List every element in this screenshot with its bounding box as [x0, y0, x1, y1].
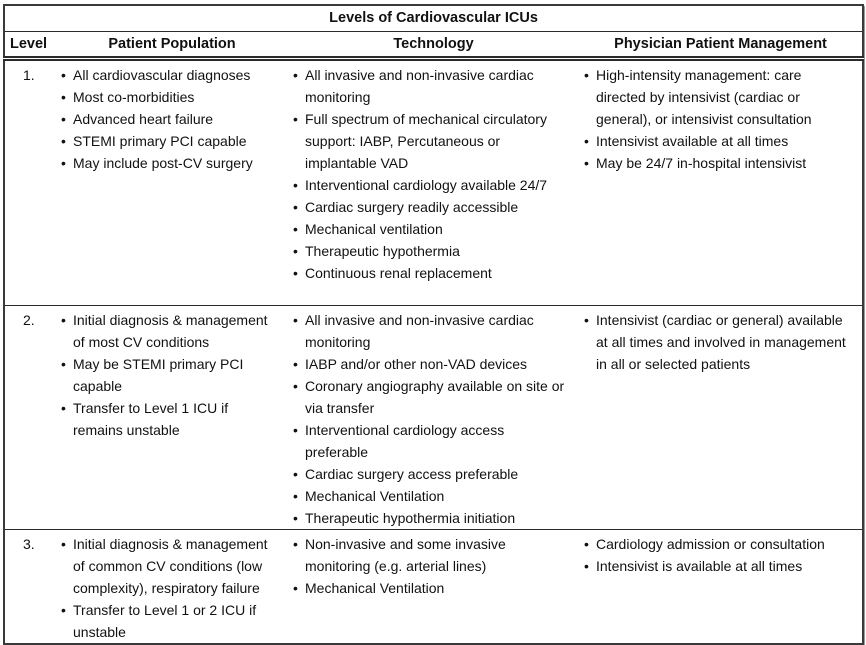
level-number: 3. [23, 536, 35, 552]
table-title: Levels of Cardiovascular ICUs [4, 5, 864, 32]
bullet-item: Intensivist (cardiac or general) availab… [583, 309, 854, 375]
bullet-list: High-intensity management: care directed… [583, 64, 854, 174]
bullet-item: Initial diagnosis & management of most C… [60, 309, 280, 353]
bullet-item: May be 24/7 in-hospital intensivist [583, 152, 854, 174]
bullet-item: Cardiac surgery access preferable [292, 463, 571, 485]
bullet-item: All invasive and non-invasive cardiac mo… [292, 309, 571, 353]
bullet-item: All invasive and non-invasive cardiac mo… [292, 64, 571, 108]
table-row-level-1: 1. All cardiovascular diagnoses Most co-… [4, 59, 864, 306]
patient-population-cell: Initial diagnosis & management of most C… [56, 306, 288, 530]
table-title-row: Levels of Cardiovascular ICUs [4, 5, 864, 32]
table-row-level-2: 2. Initial diagnosis & management of mos… [4, 306, 864, 530]
bullet-item: All cardiovascular diagnoses [60, 64, 280, 86]
table-header-row: Level Patient Population Technology Phys… [4, 31, 864, 61]
bullet-list: Initial diagnosis & management of most C… [60, 309, 280, 441]
bullet-item: Cardiac surgery readily accessible [292, 196, 571, 218]
column-header-physician-patient-management: Physician Patient Management [579, 31, 864, 61]
patient-population-cell: Initial diagnosis & management of common… [56, 530, 288, 645]
technology-cell: All invasive and non-invasive cardiac mo… [288, 306, 579, 530]
cv-icu-levels-table: Levels of Cardiovascular ICUs Level Pati… [3, 4, 865, 645]
bullet-item: STEMI primary PCI capable [60, 130, 280, 152]
bullet-item: Therapeutic hypothermia [292, 240, 571, 262]
bullet-list: All cardiovascular diagnoses Most co-mor… [60, 64, 280, 174]
column-header-patient-population: Patient Population [56, 31, 288, 61]
bullet-item: Interventional cardiology available 24/7 [292, 174, 571, 196]
bullet-item: Initial diagnosis & management of common… [60, 533, 280, 599]
column-header-level: Level [4, 31, 56, 61]
table-row-level-3: 3. Initial diagnosis & management of com… [4, 530, 863, 645]
patient-population-cell: All cardiovascular diagnoses Most co-mor… [56, 59, 288, 306]
bullet-item: May include post-CV surgery [60, 152, 280, 174]
bullet-item: Continuous renal replacement [292, 262, 571, 284]
physician-patient-management-cell: Cardiology admission or consultation Int… [579, 530, 863, 645]
bullet-item: Full spectrum of mechanical circulatory … [292, 108, 571, 174]
bullet-item: Transfer to Level 1 or 2 ICU if unstable [60, 599, 280, 643]
bullet-list: Cardiology admission or consultation Int… [583, 533, 854, 577]
bullet-list: All invasive and non-invasive cardiac mo… [292, 64, 571, 284]
technology-cell: Non-invasive and some invasive monitorin… [288, 530, 579, 645]
bullet-item: Intensivist available at all times [583, 130, 854, 152]
bullet-list: Initial diagnosis & management of common… [60, 533, 280, 643]
bullet-item: Interventional cardiology access prefera… [292, 419, 571, 463]
bullet-item: Transfer to Level 1 ICU if remains unsta… [60, 397, 280, 441]
bullet-list: All invasive and non-invasive cardiac mo… [292, 309, 571, 529]
bullet-item: Advanced heart failure [60, 108, 280, 130]
physician-patient-management-cell: High-intensity management: care directed… [579, 59, 863, 306]
bullet-list: Intensivist (cardiac or general) availab… [583, 309, 854, 375]
bullet-item: Mechanical Ventilation [292, 485, 571, 507]
bullet-item: Cardiology admission or consultation [583, 533, 854, 555]
bullet-item: Most co-morbidities [60, 86, 280, 108]
bullet-list: Non-invasive and some invasive monitorin… [292, 533, 571, 599]
bullet-item: IABP and/or other non-VAD devices [292, 353, 571, 375]
bullet-item: Coronary angiography available on site o… [292, 375, 571, 419]
bullet-item: May be STEMI primary PCI capable [60, 353, 280, 397]
bullet-item: Mechanical ventilation [292, 218, 571, 240]
bullet-item: Intensivist is available at all times [583, 555, 854, 577]
bullet-item: High-intensity management: care directed… [583, 64, 854, 130]
bullet-item: Non-invasive and some invasive monitorin… [292, 533, 571, 577]
level-number: 1. [23, 67, 35, 83]
physician-patient-management-cell: Intensivist (cardiac or general) availab… [579, 306, 863, 530]
bullet-item: Mechanical Ventilation [292, 577, 571, 599]
bullet-item: Therapeutic hypothermia initiation [292, 507, 571, 529]
column-header-technology: Technology [288, 31, 579, 61]
level-number: 2. [23, 312, 35, 328]
technology-cell: All invasive and non-invasive cardiac mo… [288, 59, 579, 306]
